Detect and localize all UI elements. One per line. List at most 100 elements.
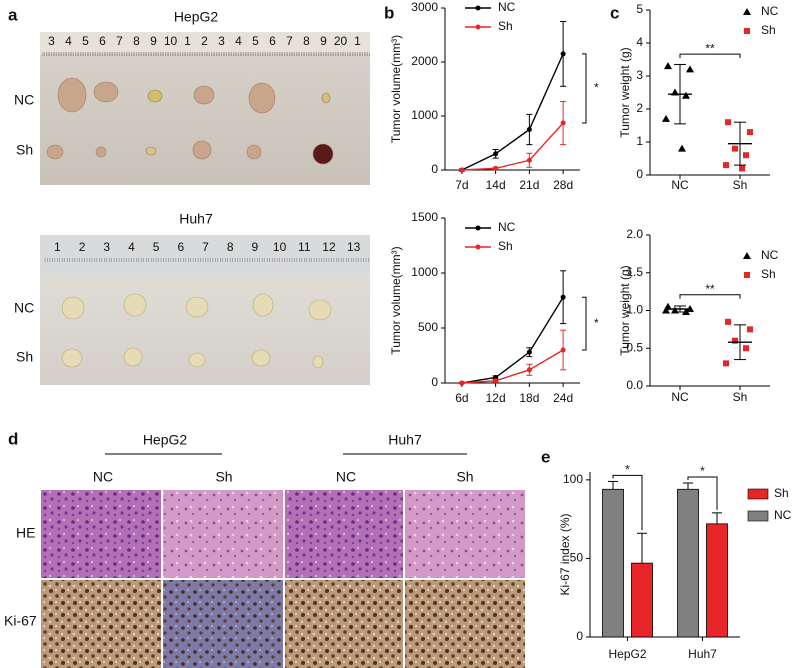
bar: [677, 488, 699, 638]
panel-label: b: [384, 3, 394, 22]
legend-label: Sh: [498, 239, 513, 253]
annotation: **: [705, 41, 715, 55]
y-tick-label: 0: [431, 375, 438, 389]
point: [493, 151, 499, 157]
x-tick-label: 7d: [455, 178, 468, 192]
y-axis-label: Tumor volume(mm³): [389, 246, 403, 354]
legend-marker: [744, 272, 750, 278]
ruler-label: 8: [133, 34, 140, 48]
significance-bracket: [679, 294, 741, 299]
y-axis-label: Tumor weight (g): [618, 265, 632, 355]
panel-label: d: [8, 429, 18, 448]
ruler-label: 6: [177, 240, 184, 254]
x-tick-label: 12d: [486, 391, 506, 405]
line: [461, 349, 564, 384]
panel-label: c: [610, 3, 619, 22]
point: [662, 114, 670, 122]
point: [732, 337, 738, 344]
point: [560, 51, 566, 57]
point: [493, 378, 499, 384]
point: [682, 91, 690, 99]
y-tick-label: 3: [636, 68, 643, 82]
legend-swatch: [747, 510, 769, 522]
y-tick-label: 50: [570, 551, 584, 565]
point: [743, 152, 749, 159]
panel-label: a: [8, 5, 18, 24]
legend-label: Sh: [761, 267, 776, 281]
x-tick-label: 18d: [519, 391, 539, 405]
x-tick-label: HepG2: [608, 647, 646, 661]
point: [723, 360, 729, 367]
point: [560, 294, 566, 300]
x-tick-label: Sh: [733, 178, 748, 192]
ruler-label: 8: [303, 34, 310, 48]
ruler-label: 10: [164, 34, 178, 48]
ruler-label: 4: [65, 34, 72, 48]
legend-marker: [475, 225, 481, 231]
point: [739, 165, 745, 172]
point: [664, 62, 672, 70]
point: [723, 162, 729, 169]
y-tick-label: 1: [636, 134, 643, 148]
y-tick-label: 100: [563, 472, 583, 486]
ruler-label: 9: [150, 34, 157, 48]
significance-bracket: [582, 296, 587, 351]
y-tick-label: 0: [636, 167, 643, 181]
y-tick-label: 1.0: [626, 303, 643, 317]
ruler-label: 7: [116, 34, 123, 48]
ruler-label: 4: [128, 240, 135, 254]
legend-marker: [743, 252, 751, 259]
row-label: Ki-67: [4, 613, 37, 629]
y-tick-label: 5: [636, 2, 643, 16]
point: [560, 347, 566, 353]
ruler-label: 11: [298, 240, 311, 254]
ruler-label: 5: [153, 240, 160, 254]
point: [526, 127, 532, 132]
row-label: Sh: [16, 142, 33, 158]
legend-label: NC: [761, 4, 779, 18]
ruler-label: 1: [54, 240, 61, 254]
y-tick-label: 2.0: [626, 227, 643, 241]
y-axis-label: Tumor volume(mm³): [389, 35, 403, 143]
ruler-label: 12: [322, 240, 336, 254]
point: [686, 65, 694, 73]
ruler-label: 1: [354, 34, 361, 48]
column-label: Sh: [456, 469, 473, 485]
ruler-label: 10: [273, 240, 287, 254]
bar: [631, 562, 653, 638]
y-tick-label: 0.0: [626, 378, 643, 392]
panel-label: e: [541, 447, 550, 466]
row-label: NC: [14, 92, 34, 108]
legend-marker: [475, 5, 481, 11]
ruler-label: 7: [286, 34, 293, 48]
point: [743, 345, 749, 352]
significance-bracket: [679, 53, 741, 59]
ruler-label: 7: [202, 240, 209, 254]
point: [725, 318, 731, 325]
legend-label: NC: [498, 0, 516, 14]
legend-label: NC: [498, 220, 516, 234]
x-tick-label: Huh7: [688, 647, 717, 661]
x-tick-label: Sh: [733, 390, 748, 404]
bar: [706, 523, 728, 638]
point: [493, 165, 499, 171]
legend-marker: [743, 8, 751, 15]
x-tick-label: NC: [671, 390, 689, 404]
ruler-label: 13: [347, 240, 361, 254]
line: [461, 53, 564, 171]
ruler-label: 2: [201, 34, 208, 48]
y-tick-label: 0: [576, 629, 583, 643]
y-tick-label: 1000: [411, 265, 438, 279]
point: [662, 306, 670, 314]
photo-huh7: [40, 235, 370, 385]
y-tick-label: 1.5: [626, 265, 643, 279]
ruler-label: 6: [269, 34, 276, 48]
ruler-label: 9: [252, 240, 259, 254]
y-tick-label: 4: [636, 35, 643, 49]
point: [526, 367, 532, 373]
line: [461, 296, 564, 384]
significance-bracket: [582, 53, 587, 124]
y-tick-label: 0.5: [626, 340, 643, 354]
y-tick-label: 1000: [411, 108, 438, 122]
